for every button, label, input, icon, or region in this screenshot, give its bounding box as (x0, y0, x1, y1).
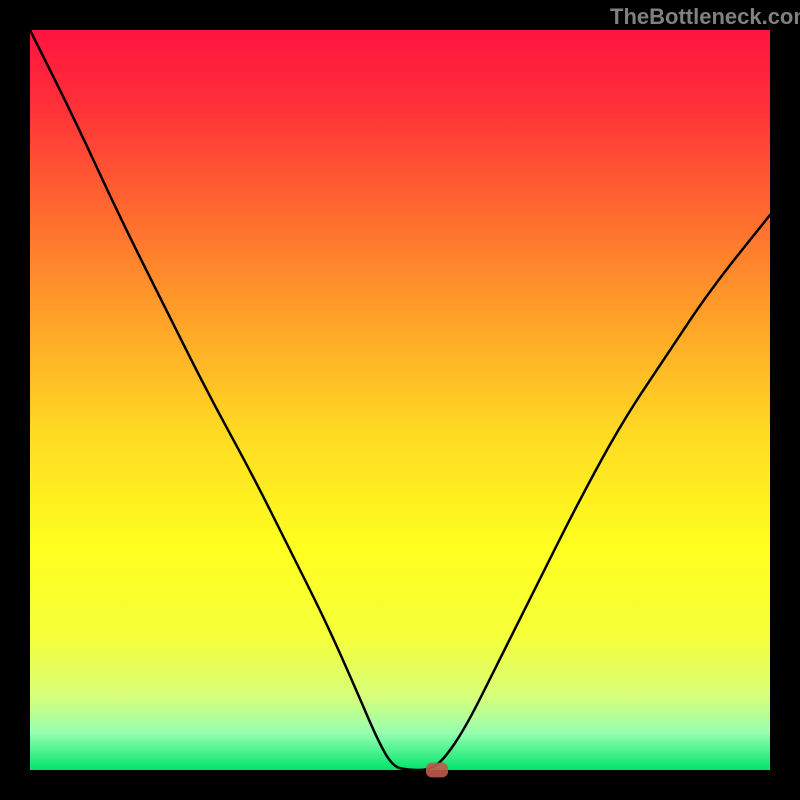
watermark-label: TheBottleneck.com (610, 4, 800, 30)
optimal-marker (426, 763, 448, 778)
bottleneck-chart (0, 0, 800, 800)
plot-background (30, 30, 770, 770)
